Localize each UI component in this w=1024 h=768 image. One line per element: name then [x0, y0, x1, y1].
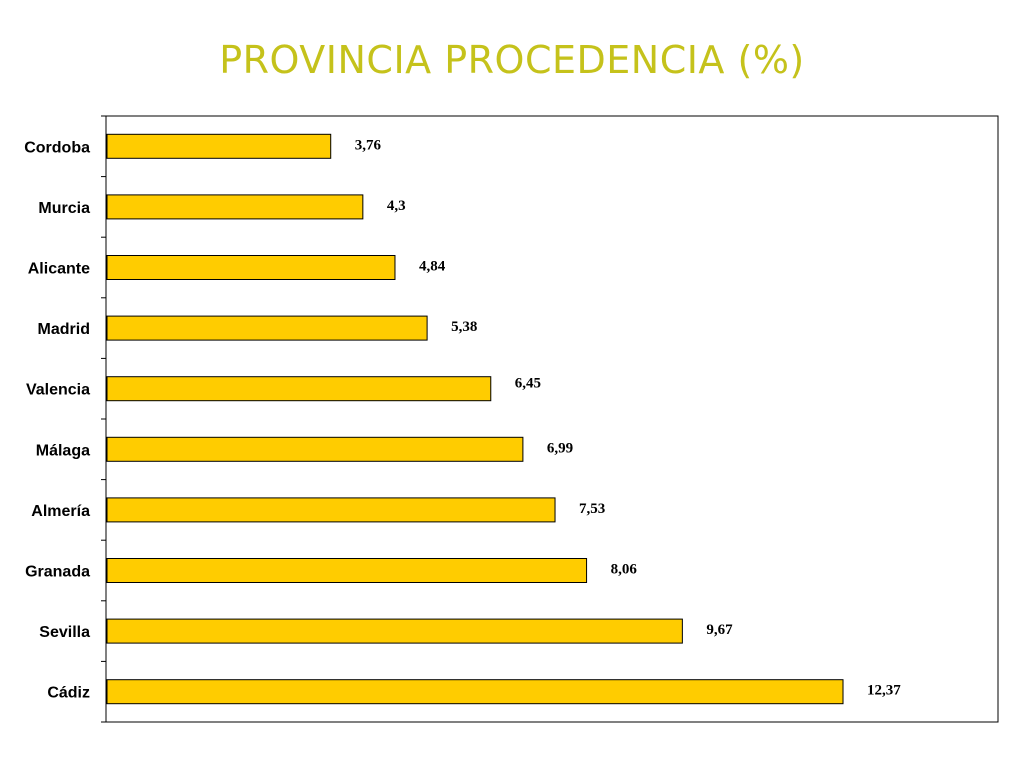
value-label: 7,53	[579, 501, 605, 517]
category-label: Sevilla	[39, 624, 90, 641]
bar-sevilla	[106, 618, 683, 644]
category-label: Madrid	[38, 321, 90, 338]
bars-group	[106, 133, 844, 705]
value-label: 6,45	[515, 376, 541, 392]
category-label: Valencia	[26, 382, 90, 399]
bar-cádiz	[106, 679, 844, 705]
bar-madrid	[106, 315, 428, 341]
bar-alicante	[106, 255, 396, 280]
value-label: 3,76	[355, 137, 382, 153]
bar-valencia	[106, 376, 492, 402]
bar-málaga	[106, 436, 524, 462]
chart-title: PROVINCIA PROCEDENCIA (%)	[219, 38, 805, 82]
category-label: Almería	[31, 503, 90, 520]
category-label: Granada	[25, 564, 90, 581]
value-label: 5,38	[451, 319, 477, 335]
category-label: Cordoba	[24, 139, 90, 156]
value-label: 8,06	[611, 562, 638, 578]
category-label: Málaga	[36, 442, 90, 459]
value-label: 9,67	[706, 622, 733, 638]
value-labels: 3,76 4,3 4,84 5,38 6,45 6,99 7,53 8,06 9,67 12,37	[355, 137, 902, 698]
category-label: Murcia	[38, 200, 90, 217]
category-labels: Cordoba Murcia Alicante Madrid Valencia Málag…	[24, 139, 90, 701]
bar-almería	[106, 497, 556, 523]
bar-murcia	[106, 194, 364, 220]
value-label: 12,37	[867, 683, 901, 699]
category-label: Alicante	[28, 261, 90, 278]
value-label: 4,84	[419, 259, 446, 275]
value-label: 6,99	[547, 440, 573, 456]
value-label: 4,3	[387, 198, 406, 214]
category-label: Cádiz	[47, 685, 90, 702]
y-axis-ticks	[101, 115, 106, 723]
bar-cordoba	[106, 133, 332, 159]
bar-granada	[106, 558, 588, 583]
